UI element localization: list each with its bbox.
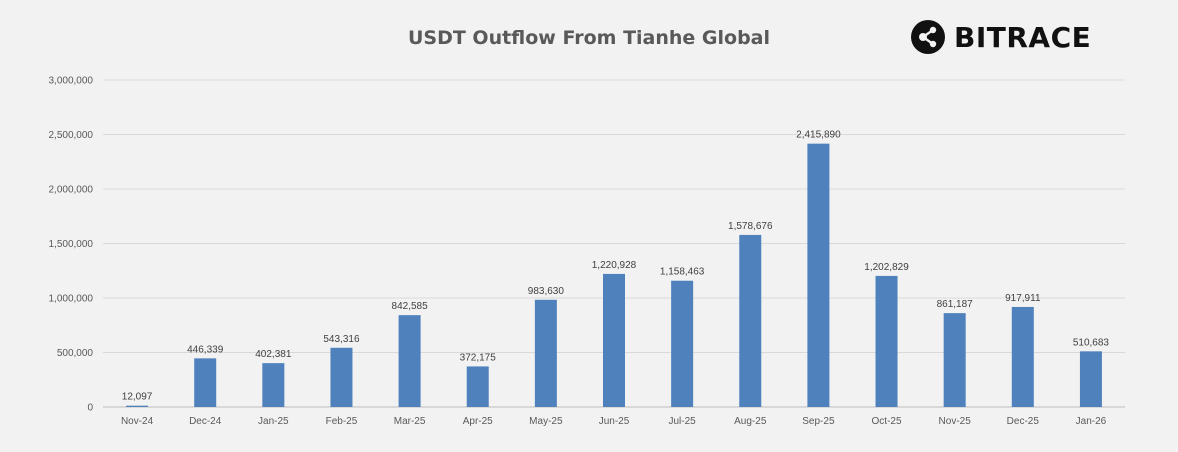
x-tick-label: Dec-24: [189, 416, 222, 427]
logo-text: BITRACE: [954, 20, 1092, 54]
data-label: 12,097: [122, 392, 153, 403]
bar: [262, 363, 285, 407]
x-tick-label: Nov-25: [939, 416, 972, 427]
x-tick-label: Feb-25: [326, 416, 358, 427]
bar: [943, 313, 966, 407]
data-label: 1,578,676: [728, 221, 773, 232]
bitrace-logo-icon: [911, 20, 945, 54]
data-label: 861,187: [937, 299, 974, 310]
data-label: 402,381: [255, 349, 292, 360]
data-label: 510,683: [1073, 337, 1110, 348]
bar: [1011, 306, 1034, 407]
y-tick-label: 2,500,000: [49, 130, 94, 141]
bar: [534, 299, 557, 407]
y-tick-label: 1,000,000: [49, 294, 94, 305]
data-label: 2,415,890: [796, 130, 841, 141]
x-tick-label: May-25: [529, 416, 563, 427]
bar: [398, 315, 421, 407]
x-tick-label: Aug-25: [734, 416, 767, 427]
y-tick-label: 3,000,000: [49, 76, 94, 87]
data-label: 842,585: [392, 301, 429, 312]
data-label: 1,202,829: [864, 262, 909, 273]
bar: [875, 275, 898, 407]
x-tick-label: Jan-25: [258, 416, 289, 427]
bar: [126, 405, 149, 407]
bar: [466, 366, 489, 407]
data-label: 917,911: [1005, 293, 1041, 304]
x-tick-label: Jul-25: [669, 416, 697, 427]
bar: [671, 280, 694, 407]
data-label: 1,158,463: [660, 267, 705, 278]
x-tick-label: Jun-25: [599, 416, 630, 427]
x-tick-label: Mar-25: [394, 416, 426, 427]
data-label: 983,630: [528, 286, 565, 297]
x-tick-label: Oct-25: [872, 416, 902, 427]
x-tick-label: Dec-25: [1007, 416, 1040, 427]
x-tick-label: Nov-24: [121, 416, 154, 427]
chart-title: USDT Outflow From Tianhe Global: [407, 27, 771, 49]
y-tick-label: 0: [87, 403, 93, 414]
bar: [194, 358, 217, 407]
y-tick-label: 2,000,000: [49, 185, 94, 196]
bar: [807, 143, 830, 408]
bar: [603, 273, 625, 407]
x-tick-label: Sep-25: [802, 416, 835, 427]
data-label: 1,220,928: [592, 260, 637, 271]
bar: [330, 347, 353, 407]
x-tick-label: Jan-26: [1076, 416, 1107, 427]
data-label: 372,175: [460, 352, 497, 363]
data-label: 446,339: [187, 344, 224, 355]
bitrace-logo: BITRACE: [910, 18, 1091, 56]
y-tick-label: 1,500,000: [49, 239, 94, 250]
data-label: 543,316: [323, 334, 360, 345]
bar: [1079, 351, 1102, 407]
y-tick-label: 500,000: [57, 348, 94, 359]
bar: [739, 234, 762, 407]
x-tick-label: Apr-25: [463, 416, 493, 427]
